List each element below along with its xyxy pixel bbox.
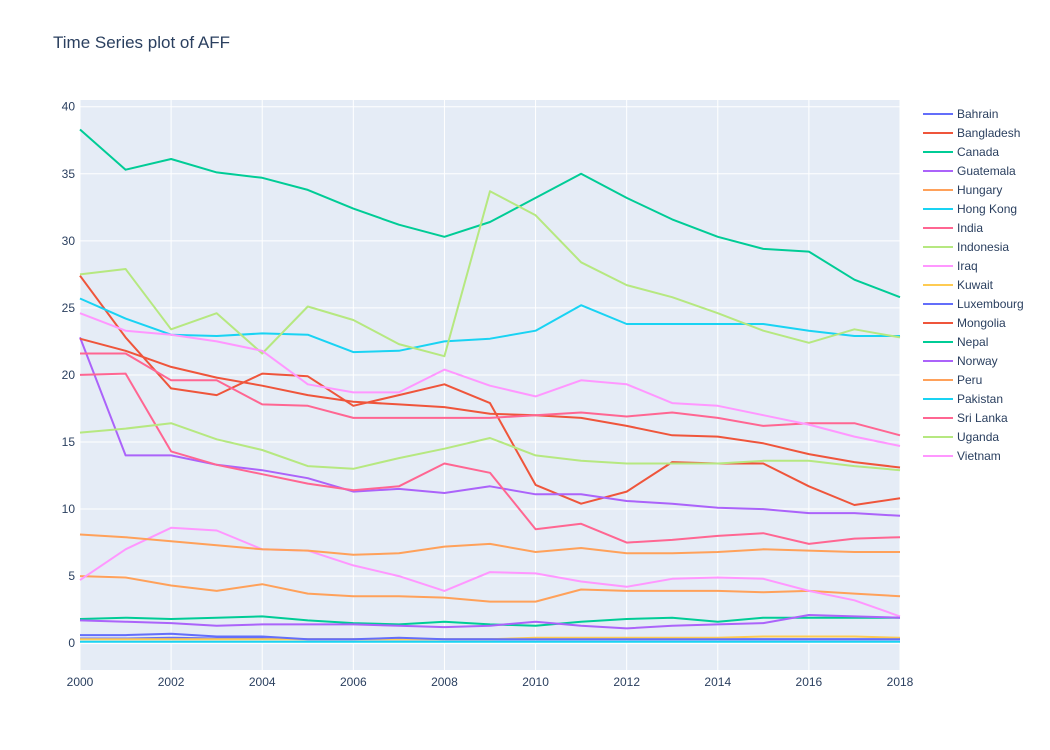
y-tick-label: 40 [62,100,76,114]
x-tick-label: 2000 [67,675,94,689]
legend-label: Uganda [957,430,999,444]
series-line-peru[interactable] [79,533,900,556]
x-tick-label: 2016 [796,675,823,689]
series-line-sri-lanka[interactable] [80,352,901,437]
legend-label: Luxembourg [957,297,1024,311]
y-tick-label: 30 [62,234,76,248]
x-tick-label: 2008 [431,675,458,689]
legend-label: India [957,221,983,235]
legend-label: Bahrain [957,107,998,121]
legend-item-iraq[interactable]: Iraq [923,259,978,273]
y-tick-label: 25 [62,301,76,315]
legend-item-indonesia[interactable]: Indonesia [923,240,1009,254]
x-tick-label: 2014 [704,675,731,689]
series-line-hungary[interactable] [79,575,901,603]
legend-item-pakistan[interactable]: Pakistan [923,392,1003,406]
y-tick-label: 5 [68,569,75,583]
legend-item-luxembourg[interactable]: Luxembourg [923,297,1024,311]
legend-label: Hong Kong [957,202,1017,216]
y-tick-label: 15 [62,435,76,449]
legend-label: Vietnam [957,449,1001,463]
chart-title: Time Series plot of AFF [53,33,230,52]
series-line-indonesia[interactable] [79,422,901,472]
legend-item-kuwait[interactable]: Kuwait [923,278,994,292]
legend-item-vietnam[interactable]: Vietnam [923,449,1001,463]
legend-item-guatemala[interactable]: Guatemala [923,164,1016,178]
legend-label: Sri Lanka [957,411,1008,425]
legend: Bahrain Bangladesh Canada Guatemala Hungary H… [923,107,1024,463]
series-line-bangladesh[interactable] [79,275,901,506]
x-tick-label: 2010 [522,675,549,689]
x-tick-label: 2006 [340,675,367,689]
series-line-pakistan[interactable] [79,297,900,354]
series-line-norway[interactable] [79,614,901,630]
legend-item-uganda[interactable]: Uganda [923,430,999,444]
x-tick-label: 2004 [249,675,276,689]
x-tick-label: 2018 [887,675,914,689]
legend-label: Iraq [957,259,978,273]
series-line-uganda[interactable] [79,190,901,358]
legend-item-hong-kong[interactable]: Hong Kong [923,202,1017,216]
series-line-india[interactable] [79,372,901,545]
legend-item-india[interactable]: India [923,221,983,235]
series-lines [79,128,901,643]
legend-label: Kuwait [957,278,994,292]
legend-item-peru[interactable]: Peru [923,373,982,387]
x-tick-label: 2012 [613,675,640,689]
legend-item-canada[interactable]: Canada [923,145,999,159]
y-tick-label: 20 [62,368,76,382]
series-line-iraq[interactable] [79,526,901,618]
series-line-canada[interactable] [79,615,900,627]
x-tick-label: 2002 [158,675,185,689]
legend-item-hungary[interactable]: Hungary [923,183,1002,197]
legend-item-mongolia[interactable]: Mongolia [923,316,1006,330]
legend-label: Indonesia [957,240,1009,254]
series-line-nepal[interactable] [79,128,901,299]
series-line-luxembourg[interactable] [80,632,900,641]
legend-item-bangladesh[interactable]: Bangladesh [923,126,1020,140]
legend-item-nepal[interactable]: Nepal [923,335,988,349]
legend-label: Canada [957,145,999,159]
legend-item-sri-lanka[interactable]: Sri Lanka [923,411,1008,425]
legend-label: Mongolia [957,316,1006,330]
y-tick-label: 35 [62,167,76,181]
legend-label: Nepal [957,335,988,349]
y-tick-label: 10 [62,502,76,516]
series-line-vietnam[interactable] [79,312,901,447]
legend-item-norway[interactable]: Norway [923,354,998,368]
y-tick-label: 0 [68,636,75,650]
legend-label: Guatemala [957,164,1016,178]
legend-label: Peru [957,373,982,387]
series-line-mongolia[interactable] [79,337,901,469]
legend-label: Norway [957,354,998,368]
legend-item-bahrain[interactable]: Bahrain [923,107,998,121]
legend-label: Bangladesh [957,126,1020,140]
legend-label: Pakistan [957,392,1003,406]
legend-label: Hungary [957,183,1002,197]
